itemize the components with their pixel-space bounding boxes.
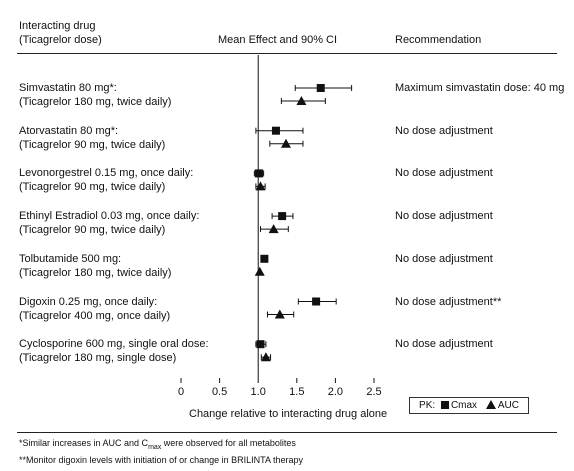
header-mean-effect: Mean Effect and 90% CI [218,34,338,46]
legend-prefix: PK: [419,400,436,411]
header-dose-label: (Ticagrelor dose) [19,34,102,46]
cmax-marker [254,169,263,178]
x-tick-label: 2.5 [366,386,381,398]
x-tick-label: 0 [178,386,184,398]
cmax-marker [260,254,269,263]
auc-marker [254,266,265,276]
cmax-marker [271,126,280,135]
drug-name: Simvastatin 80 mg*: [19,82,117,94]
footnotes: *Similar increases in AUC and Cmax were … [19,437,303,466]
auc-marker [260,352,271,362]
recommendation-5: No dose adjustment** [395,295,502,308]
legend: PK: Cmax AUC [409,397,529,414]
footer-rule [17,432,557,433]
drug-label-5: Digoxin 0.25 mg, once daily: (Ticagrelor … [19,295,170,323]
ticagrelor-dose: (Ticagrelor 180 mg, single dose) [19,352,177,365]
header-interacting-drug: Interacting drug (Ticagrelor dose) [19,19,102,47]
footnote-1-post: were observed for all metabolites [161,438,296,448]
x-tick-label: 1.5 [289,386,304,398]
cmax-marker [316,84,325,92]
drug-label-1: Atorvastatin 80 mg*: (Ticagrelor 90 mg, t… [19,124,165,152]
drug-label-4: Tolbutamide 500 mg: (Ticagrelor 180 mg, t… [19,252,171,280]
footnote-1-sub: max [148,443,162,451]
square-icon [440,401,449,409]
recommendation-6: No dose adjustment [395,338,493,351]
recommendation-0: Maximum simvastatin dose: 40 mg [395,82,565,94]
header-recommendation: Recommendation [395,34,482,46]
footnote-1-pre: *Similar increases in AUC and C [19,438,149,448]
recommendation-2: No dose adjustment [395,167,493,180]
x-tick-label: 2.0 [328,386,343,398]
cmax-marker [256,340,265,349]
drug-name: Cyclosporine 600 mg, single oral dose: [19,338,209,351]
drug-name: Tolbutamide 500 mg: [19,252,122,265]
drug-label-2: Levonorgestrel 0.15 mg, once daily: (Tica… [19,166,193,194]
footnote-metabolites: *Similar increases in AUC and Cmax were … [19,437,303,454]
drug-name: Atorvastatin 80 mg*: [19,124,119,137]
footnote-digoxin: **Monitor digoxin levels with initiation… [19,454,303,465]
triangle-icon [485,400,496,409]
header-drug-label: Interacting drug [19,20,96,32]
cmax-marker [278,212,287,221]
ticagrelor-dose: (Ticagrelor 90 mg, twice daily) [19,181,166,194]
recommendation-3: No dose adjustment [395,210,493,223]
auc-marker [268,224,279,234]
header-rule [17,53,557,54]
drug-name: Digoxin 0.25 mg, once daily: [19,295,158,308]
auc-marker [255,181,266,191]
auc-marker [296,96,307,105]
legend-auc-label: AUC [497,400,519,411]
recommendation-1: No dose adjustment [395,124,493,137]
recommendation-4: No dose adjustment [395,252,493,265]
drug-label-3: Ethinyl Estradiol 0.03 mg, once daily: (T… [19,209,199,237]
drug-name: Levonorgestrel 0.15 mg, once daily: [19,167,194,180]
drug-label-6: Cyclosporine 600 mg, single oral dose: (T… [19,337,209,365]
x-tick-label: 1.0 [251,386,266,398]
ticagrelor-dose: (Ticagrelor 400 mg, once daily) [19,309,171,322]
auc-marker [274,309,285,319]
ticagrelor-dose: (Ticagrelor 90 mg, twice daily) [19,224,166,237]
cmax-marker [312,297,321,306]
legend-cmax-label: Cmax [450,400,478,411]
ticagrelor-dose: (Ticagrelor 90 mg, twice daily) [19,138,166,151]
drug-label-0: Simvastatin 80 mg*: (Ticagrelor 180 mg, t… [19,81,171,109]
drug-name: Ethinyl Estradiol 0.03 mg, once daily: [19,210,200,223]
auc-marker [280,138,291,148]
ticagrelor-dose: (Ticagrelor 180 mg, twice daily) [19,266,172,279]
x-axis-label: Change relative to interacting drug alon… [189,408,388,420]
ticagrelor-dose: (Ticagrelor 180 mg, twice daily) [19,96,172,108]
x-tick-label: 0.5 [212,386,227,398]
